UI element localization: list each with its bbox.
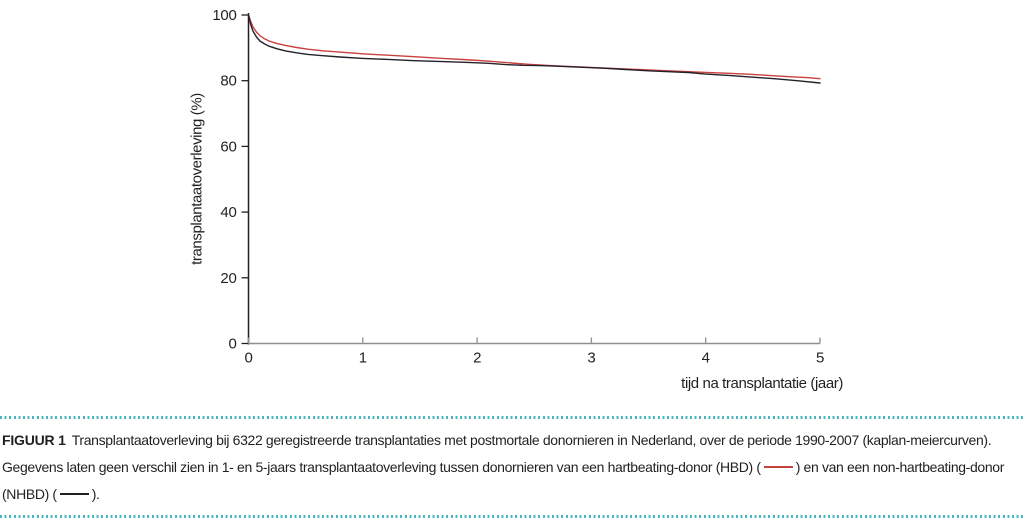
hbd-line-sample [763, 466, 793, 469]
x-tick-label: 2 [473, 350, 481, 367]
y-tick-label: 40 [220, 204, 236, 221]
caption-bottom-dotted-rule [0, 515, 1024, 518]
x-tick-label: 1 [359, 350, 367, 367]
kaplan-meier-chart: 0 20 40 60 80 100 0 1 2 3 4 5 transplantaatoverlevi… [188, 7, 844, 392]
y-axis-title: transplantaatoverleving (%) [188, 93, 206, 265]
x-tick-label: 0 [244, 350, 252, 367]
caption-top-dotted-rule [0, 416, 1024, 419]
figure-label: FIGUUR 1 [2, 432, 66, 448]
y-tick-label: 60 [220, 138, 236, 155]
caption-text: FIGUUR 1 Transplantaatoverleving bij 6322… [2, 427, 1020, 508]
y-tick-label: 0 [228, 336, 236, 353]
series-line-nhbd [247, 14, 821, 84]
caption-part-3: ). [91, 486, 100, 502]
x-tick-label: 5 [816, 350, 824, 367]
caption-part-1: Transplantaatoverleving bij 6322 geregis… [2, 432, 992, 475]
x-tick-label: 4 [702, 350, 710, 367]
y-tick-label: 80 [220, 73, 236, 90]
chart-canvas: 0 20 40 60 80 100 0 1 2 3 4 5 [212, 7, 824, 367]
series-line-hbd [247, 14, 821, 80]
x-tick-label: 3 [587, 350, 595, 367]
y-tick-label: 100 [212, 7, 236, 24]
y-tick-label: 20 [220, 270, 236, 287]
figure-caption: FIGUUR 1 Transplantaatoverleving bij 6322… [0, 416, 1024, 518]
nhbd-line-sample [59, 493, 89, 496]
caption-part-2: ) en van een non-hartbeating-donor (NHBD… [2, 459, 1005, 502]
x-axis-title: tijd na transplantatie (jaar) [681, 375, 843, 392]
